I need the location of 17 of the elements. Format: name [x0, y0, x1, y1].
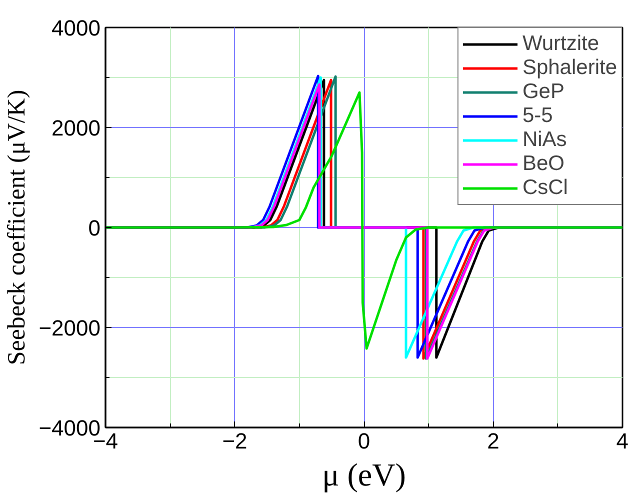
legend-label: GeP	[522, 80, 564, 104]
x-axis-title: μ (eV)	[322, 456, 406, 492]
x-tick-label: −2	[222, 428, 248, 454]
y-tick-label: 4000	[52, 16, 101, 40]
y-tick-label: 2000	[52, 116, 101, 140]
x-tick-label: 4	[616, 428, 628, 454]
legend-label: 5-5	[522, 104, 553, 128]
legend-label: Sphalerite	[522, 56, 617, 80]
y-tick-label: −2000	[38, 316, 101, 340]
y-axis-title: Seebeck coefficient (μV/K)	[4, 90, 31, 366]
legend-label: CsCl	[522, 176, 568, 200]
x-tick-label: 0	[358, 428, 370, 454]
y-tick-label: 0	[88, 216, 101, 240]
legend-label: Wurtzite	[522, 32, 600, 56]
legend-label: BeO	[522, 152, 564, 176]
legend-label: NiAs	[522, 128, 567, 152]
x-tick-label: 2	[487, 428, 500, 454]
